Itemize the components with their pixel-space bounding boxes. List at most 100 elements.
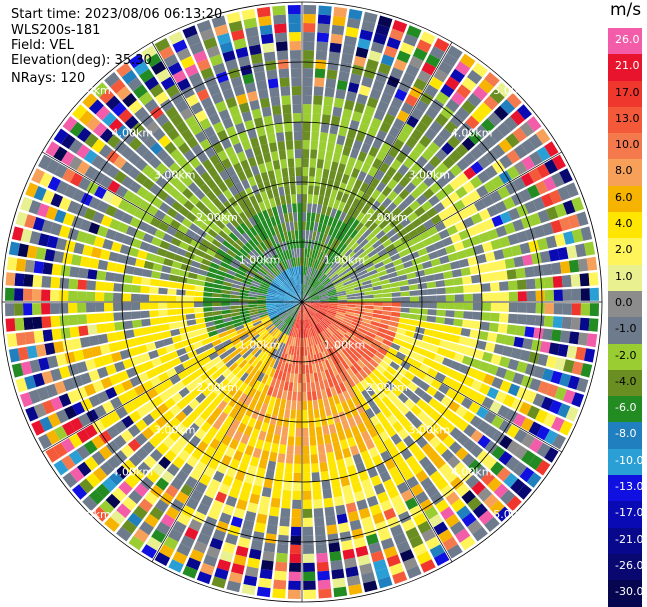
velocity-gate [134, 336, 146, 346]
velocity-gate [199, 138, 212, 151]
velocity-gate [168, 559, 184, 573]
velocity-gate [291, 309, 298, 318]
velocity-gate [304, 266, 308, 276]
velocity-gate [29, 359, 41, 373]
velocity-gate [99, 461, 114, 476]
velocity-gate [304, 257, 307, 267]
velocity-gate [214, 234, 225, 244]
velocity-gate [451, 498, 466, 513]
velocity-gate [276, 308, 286, 313]
velocity-gate [323, 281, 333, 288]
velocity-gate [332, 320, 341, 327]
velocity-gate [288, 249, 293, 259]
velocity-gate [436, 302, 446, 309]
velocity-gate [303, 284, 307, 294]
velocity-gate [199, 453, 212, 466]
velocity-gate [115, 330, 126, 341]
velocity-gate [260, 450, 270, 461]
velocity-gate [577, 332, 589, 346]
velocity-gate [441, 449, 455, 462]
velocity-gate [300, 311, 302, 320]
velocity-gate [313, 408, 320, 419]
velocity-gate [491, 160, 506, 174]
velocity-gate [19, 196, 33, 212]
velocity-gate [316, 261, 323, 270]
velocity-gate [119, 244, 131, 255]
velocity-gate [317, 14, 331, 25]
velocity-gate [293, 221, 298, 231]
velocity-gate [328, 542, 341, 553]
velocity-gate [497, 270, 508, 281]
velocity-gate [402, 206, 414, 217]
velocity-gate [287, 268, 293, 278]
velocity-gate [307, 203, 312, 213]
velocity-gate [68, 155, 83, 171]
velocity-gate [226, 249, 237, 258]
velocity-gate [244, 375, 253, 385]
velocity-gate [298, 293, 302, 302]
velocity-gate [525, 314, 536, 326]
velocity-gate [570, 317, 581, 330]
velocity-gate [142, 212, 154, 224]
velocity-gate [310, 305, 319, 310]
velocity-gate [409, 251, 420, 260]
velocity-gate [169, 219, 181, 230]
velocity-gate [128, 535, 145, 551]
velocity-gate [241, 336, 251, 345]
velocity-gate [498, 419, 512, 434]
velocity-gate [118, 108, 133, 123]
velocity-gate [336, 311, 346, 316]
velocity-gate [510, 110, 525, 126]
velocity-gate [413, 513, 427, 526]
velocity-gate [387, 178, 398, 190]
velocity-gate [436, 287, 446, 295]
velocity-gate [540, 193, 554, 208]
velocity-gate [525, 278, 536, 290]
velocity-gate [228, 105, 240, 117]
velocity-gate [149, 278, 160, 287]
velocity-gate [102, 238, 114, 250]
velocity-gate [580, 288, 590, 301]
velocity-gate [513, 445, 528, 460]
velocity-gate [196, 58, 211, 72]
velocity-gate [311, 249, 316, 259]
velocity-gate [365, 207, 376, 218]
velocity-gate [116, 85, 132, 101]
velocity-gate [149, 302, 159, 310]
velocity-gate [445, 98, 460, 113]
velocity-gate [341, 400, 350, 411]
velocity-gate [273, 479, 283, 490]
velocity-gate [410, 483, 424, 497]
velocity-gate [365, 386, 376, 397]
colorbar-tick-label: 26.0 [615, 33, 640, 46]
velocity-gate [310, 305, 319, 311]
velocity-gate [297, 212, 302, 222]
velocity-gate [321, 205, 328, 215]
velocity-gate [96, 200, 110, 214]
velocity-gate [443, 421, 456, 434]
velocity-gate [262, 209, 270, 220]
velocity-gate [390, 342, 401, 351]
velocity-gate [155, 477, 169, 491]
velocity-gate [115, 465, 130, 480]
velocity-gate [174, 230, 185, 241]
velocity-gate [355, 545, 369, 558]
velocity-gate [148, 170, 161, 183]
velocity-gate [302, 320, 304, 329]
velocity-gate [454, 285, 464, 294]
velocity-gate [37, 203, 50, 218]
velocity-gate [344, 248, 353, 258]
velocity-gate [254, 400, 263, 411]
velocity-gate [306, 266, 310, 276]
velocity-gate [106, 425, 120, 439]
colorbar-unit: m/s [610, 0, 642, 20]
velocity-gate [513, 429, 528, 444]
velocity-gate [259, 495, 271, 507]
velocity-gate [421, 200, 433, 212]
velocity-gate [302, 391, 307, 401]
velocity-gate [377, 347, 388, 356]
velocity-gate [487, 111, 502, 127]
velocity-gate [128, 53, 145, 69]
velocity-gate [340, 476, 351, 487]
velocity-gate [294, 140, 302, 150]
